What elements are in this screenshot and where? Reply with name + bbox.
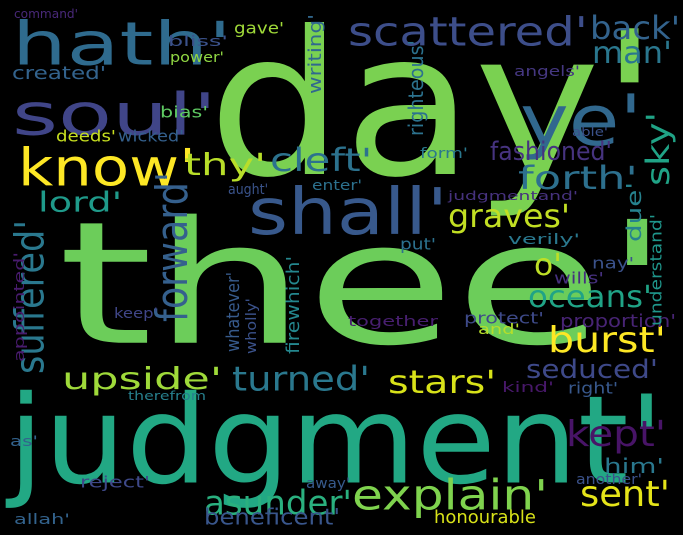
word-appointed: appointed' <box>10 251 28 362</box>
word-gave: gave' <box>234 18 284 38</box>
word-sent: sent' <box>580 472 670 515</box>
word-together: together <box>348 312 438 330</box>
word-back: back' <box>590 9 681 47</box>
word-protect: protect' <box>464 308 544 328</box>
word-bias: bias' <box>160 102 209 122</box>
word-reject: reject' <box>80 472 151 492</box>
word-therefrom: therefrom <box>128 388 207 403</box>
word-him: him' <box>604 454 665 478</box>
word-oceans: oceans' <box>528 279 652 315</box>
word-proportion: proportion' <box>560 310 677 332</box>
word-wholly: wholly' <box>242 298 260 354</box>
word-upside: upside' <box>62 361 223 397</box>
word-o: o' <box>534 247 562 283</box>
word-hath: hath' <box>12 8 232 79</box>
word-graves: graves' <box>448 197 571 235</box>
word-know: know' <box>18 137 196 199</box>
word-enter: enter' <box>312 176 363 194</box>
word-angels: angels' <box>514 62 581 80</box>
word-understand: understand' <box>646 214 666 326</box>
word-right: right' <box>568 378 619 398</box>
word-day: day' <box>208 0 659 222</box>
word-another: another' <box>576 470 642 488</box>
word-judgment: judgment' <box>8 369 665 512</box>
word-soul: soul' <box>12 80 217 149</box>
word-lord: lord' <box>38 185 123 219</box>
word-burst: burst' <box>548 318 666 361</box>
word-aught: aught' <box>228 180 269 198</box>
word-allah: allah' <box>14 510 70 528</box>
word-sky: sky' <box>639 111 677 186</box>
word-due: due' <box>622 182 646 242</box>
word-away: away' <box>306 474 351 492</box>
word-cleft: cleft' <box>270 141 373 179</box>
word-verily: verily' <box>508 230 581 248</box>
word-form: form' <box>420 144 468 162</box>
word-beneficent: beneficent' <box>204 504 341 530</box>
word-able: able' <box>572 124 608 139</box>
word-judgmentand: judgmentand' <box>448 188 579 203</box>
word-asunder: asunder' <box>204 482 352 523</box>
word-deeds: deeds' <box>56 126 116 146</box>
word-writing: writing' <box>304 13 326 94</box>
word-firewhich: firewhich' <box>282 255 304 354</box>
word-bliss: bliss' <box>168 32 228 50</box>
word-righteous: righteous' <box>404 40 428 136</box>
word-and: and' <box>478 320 520 338</box>
word-fashioned: fashioned' <box>490 135 612 167</box>
word-as: as' <box>10 432 38 450</box>
word-forward: forward' <box>146 172 198 322</box>
word-put: put' <box>400 234 436 254</box>
word-forth: forth' <box>518 159 638 197</box>
word-seduced: seduced' <box>526 353 658 385</box>
word-turned: turned' <box>232 358 370 399</box>
word-scattered: scattered' <box>348 8 588 56</box>
word-whatever: whatever' <box>222 271 244 352</box>
word-wicked: wicked' <box>118 126 185 146</box>
word-shall: shall' <box>248 174 448 250</box>
word-wills: wills' <box>554 268 604 288</box>
word-ye: ye' <box>520 79 643 162</box>
word-thee: thee' <box>58 184 671 384</box>
word-power: power' <box>170 48 224 66</box>
word-stars: stars' <box>388 363 497 401</box>
word-kind: kind' <box>502 378 555 396</box>
word-honourable: honourable <box>434 506 536 528</box>
word-nay: nay' <box>592 253 635 273</box>
word-man: man' <box>592 35 672 71</box>
word-created: created' <box>12 62 107 84</box>
word-keep: keep' <box>114 304 159 322</box>
word-explain: explain' <box>352 470 549 520</box>
word-kept: kept' <box>566 412 667 455</box>
word-thy: thy' <box>184 147 267 183</box>
word-command: command' <box>14 6 78 21</box>
